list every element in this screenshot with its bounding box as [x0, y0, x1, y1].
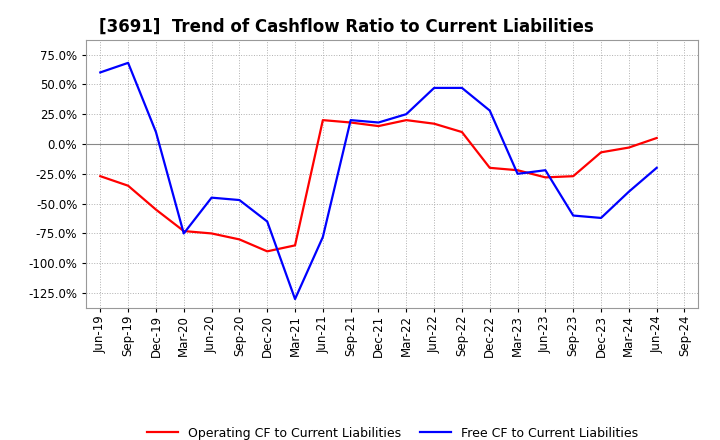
Free CF to Current Liabilities: [207, 195, 216, 200]
Operating CF to Current Liabilities: [235, 237, 243, 242]
Operating CF to Current Liabilities: [485, 165, 494, 170]
Operating CF to Current Liabilities: [541, 175, 550, 180]
Operating CF to Current Liabilities: [96, 173, 104, 179]
Free CF to Current Liabilities: [235, 198, 243, 203]
Line: Free CF to Current Liabilities: Free CF to Current Liabilities: [100, 63, 657, 299]
Operating CF to Current Liabilities: [291, 243, 300, 248]
Text: [3691]  Trend of Cashflow Ratio to Current Liabilities: [3691] Trend of Cashflow Ratio to Curren…: [99, 17, 593, 35]
Free CF to Current Liabilities: [430, 85, 438, 91]
Operating CF to Current Liabilities: [152, 207, 161, 212]
Free CF to Current Liabilities: [179, 231, 188, 236]
Operating CF to Current Liabilities: [346, 120, 355, 125]
Free CF to Current Liabilities: [485, 108, 494, 113]
Free CF to Current Liabilities: [597, 215, 606, 220]
Operating CF to Current Liabilities: [458, 129, 467, 135]
Free CF to Current Liabilities: [96, 70, 104, 75]
Free CF to Current Liabilities: [624, 189, 633, 194]
Free CF to Current Liabilities: [541, 168, 550, 173]
Line: Operating CF to Current Liabilities: Operating CF to Current Liabilities: [100, 120, 657, 251]
Operating CF to Current Liabilities: [207, 231, 216, 236]
Operating CF to Current Liabilities: [513, 168, 522, 173]
Operating CF to Current Liabilities: [179, 228, 188, 234]
Free CF to Current Liabilities: [652, 165, 661, 170]
Legend: Operating CF to Current Liabilities, Free CF to Current Liabilities: Operating CF to Current Liabilities, Fre…: [147, 427, 638, 440]
Operating CF to Current Liabilities: [597, 150, 606, 155]
Free CF to Current Liabilities: [291, 297, 300, 302]
Free CF to Current Liabilities: [513, 171, 522, 176]
Free CF to Current Liabilities: [318, 235, 327, 240]
Free CF to Current Liabilities: [458, 85, 467, 91]
Free CF to Current Liabilities: [152, 129, 161, 135]
Operating CF to Current Liabilities: [652, 136, 661, 141]
Operating CF to Current Liabilities: [430, 121, 438, 126]
Free CF to Current Liabilities: [346, 117, 355, 123]
Operating CF to Current Liabilities: [374, 124, 383, 129]
Operating CF to Current Liabilities: [569, 173, 577, 179]
Operating CF to Current Liabilities: [402, 117, 410, 123]
Operating CF to Current Liabilities: [318, 117, 327, 123]
Free CF to Current Liabilities: [569, 213, 577, 218]
Free CF to Current Liabilities: [263, 219, 271, 224]
Operating CF to Current Liabilities: [624, 145, 633, 150]
Free CF to Current Liabilities: [124, 60, 132, 66]
Free CF to Current Liabilities: [374, 120, 383, 125]
Operating CF to Current Liabilities: [263, 249, 271, 254]
Free CF to Current Liabilities: [402, 111, 410, 117]
Operating CF to Current Liabilities: [124, 183, 132, 188]
